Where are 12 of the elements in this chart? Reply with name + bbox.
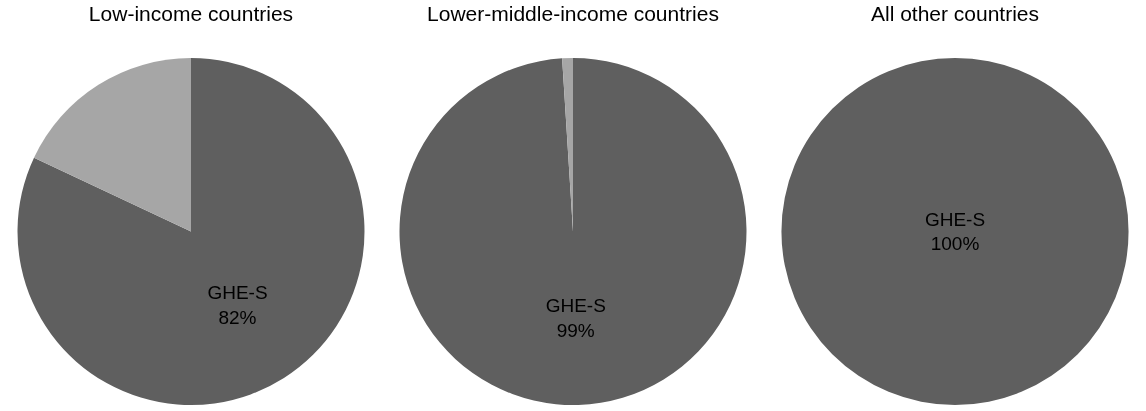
- slice-label: GHE-S: [924, 208, 986, 230]
- chart-title: Lower-middle-income countries: [427, 1, 719, 25]
- pie-slice: [34, 58, 191, 232]
- data-label: 82%: [218, 306, 257, 328]
- chart-title: All other countries: [870, 1, 1040, 25]
- slice-label: GHE-S: [207, 281, 268, 303]
- pie-slice: [399, 58, 747, 405]
- data-label: 99%: [556, 320, 595, 342]
- data-label: 100%: [930, 233, 980, 255]
- slice-label: GHE-S: [545, 295, 606, 317]
- pie-slice: [17, 58, 365, 405]
- chart-title: Low-income countries: [88, 1, 294, 25]
